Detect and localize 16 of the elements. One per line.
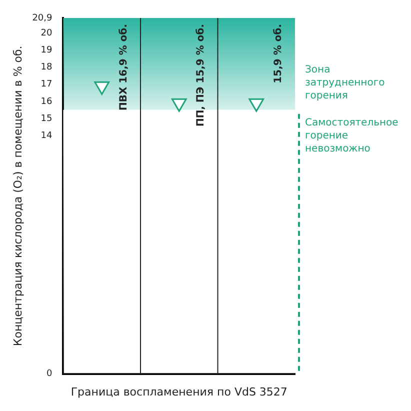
band-label: Самостоятельное горение невозможно (305, 118, 398, 155)
y-axis-title: Концентрация кислорода (O₂) в помещении в % об. (11, 46, 24, 346)
y-tick-label: 19 (40, 46, 53, 56)
y-tick-label: 0 (46, 369, 53, 380)
y-tick-label: 18 (40, 62, 53, 73)
y-tick-label: 15 (40, 114, 52, 124)
data-label: 15,9 % об. (272, 24, 284, 84)
y-tick-label: 17 (40, 80, 52, 90)
band-label: Зона затрудненного горения (305, 64, 385, 102)
category-label: ПВХ 16,9 % об. (118, 24, 130, 110)
y-tick-label: 16 (40, 96, 53, 107)
x-axis-title: Граница воспламенения по VdS 3527 (70, 385, 288, 398)
y-tick-label: 20,9 (32, 13, 53, 24)
category-label: ПП, ПЭ 15,9 % об. (196, 24, 207, 127)
y-tick-label: 20 (40, 28, 53, 39)
y-tick-label: 14 (40, 130, 53, 141)
